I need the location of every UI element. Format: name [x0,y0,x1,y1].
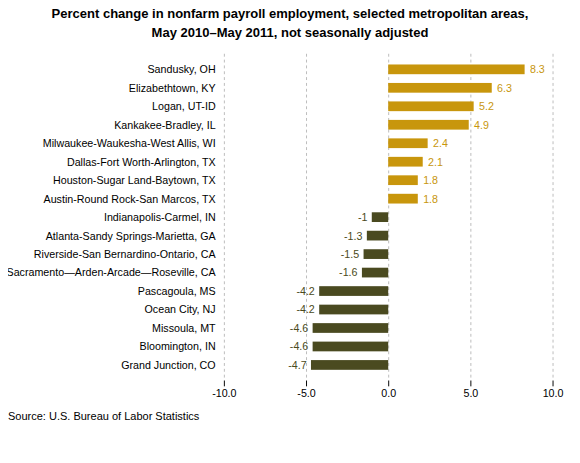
svg-text:Missoula, MT: Missoula, MT [152,322,216,334]
svg-text:Bloomington, IN: Bloomington, IN [140,340,216,352]
svg-text:Ocean City, NJ: Ocean City, NJ [145,303,216,315]
svg-text:-1.6: -1.6 [339,266,357,278]
svg-text:-10.0: -10.0 [212,387,236,399]
svg-text:-1.5: -1.5 [341,248,359,260]
svg-text:-1.3: -1.3 [344,229,362,241]
svg-text:-4.2: -4.2 [296,285,314,297]
svg-text:6.3: 6.3 [497,82,512,94]
svg-text:5.0: 5.0 [463,387,478,399]
svg-text:Austin-Round Rock-San Marcos,: Austin-Round Rock-San Marcos, TX [44,192,216,204]
svg-text:8.3: 8.3 [530,63,545,75]
svg-text:10.0: 10.0 [543,387,564,399]
html-text:May 2010–May 2011, not seasona: May 2010–May 2011, not seasonally adjust… [151,24,429,40]
svg-text:Milwaukee-Waukesha-West Allis,: Milwaukee-Waukesha-West Allis, WI [43,137,216,149]
svg-text:Logan, UT-ID: Logan, UT-ID [152,100,216,112]
svg-text:Sandusky, OH: Sandusky, OH [147,63,215,75]
svg-text:-4.6: -4.6 [290,322,308,334]
svg-text:Riverside-San Bernardino-Ontar: Riverside-San Bernardino-Ontario, CA [34,248,217,260]
svg-text:Sacramento—Arden-Arcade—Rosevi: Sacramento—Arden-Arcade—Roseville, CA [8,266,216,278]
svg-text:Atlanta-Sandy Springs-Marietta: Atlanta-Sandy Springs-Marietta, GA [46,229,217,241]
svg-text:1.8: 1.8 [423,192,438,204]
svg-text:Kankakee-Bradley, IL: Kankakee-Bradley, IL [114,118,215,130]
svg-text:Indianapolis-Carmel, IN: Indianapolis-Carmel, IN [104,211,216,223]
svg-text:Dallas-Fort Worth-Arlington, T: Dallas-Fort Worth-Arlington, TX [67,155,216,167]
html-text:Source: U.S. Bureau of Labor S: Source: U.S. Bureau of Labor Statistics [8,409,200,422]
html-text:Percent change in nonfarm payr: Percent change in nonfarm payroll employ… [51,6,529,21]
svg-text:1.8: 1.8 [423,174,438,186]
svg-text:-4.7: -4.7 [288,359,306,371]
svg-text:-4.6: -4.6 [290,340,308,352]
svg-text:-5.0: -5.0 [297,387,315,399]
svg-text:-1: -1 [358,211,368,223]
svg-text:Houston-Sugar Land-Baytown, TX: Houston-Sugar Land-Baytown, TX [53,174,216,186]
svg-text:2.1: 2.1 [428,155,443,167]
svg-text:Pascagoula, MS: Pascagoula, MS [138,285,216,297]
svg-text:5.2: 5.2 [479,100,494,112]
svg-text:0.0: 0.0 [381,387,396,399]
svg-text:-4.2: -4.2 [296,303,314,315]
svg-text:Grand Junction, CO: Grand Junction, CO [121,359,215,371]
svg-text:4.9: 4.9 [474,118,489,130]
svg-text:Elizabethtown, KY: Elizabethtown, KY [129,82,216,94]
svg-text:2.4: 2.4 [433,137,448,149]
